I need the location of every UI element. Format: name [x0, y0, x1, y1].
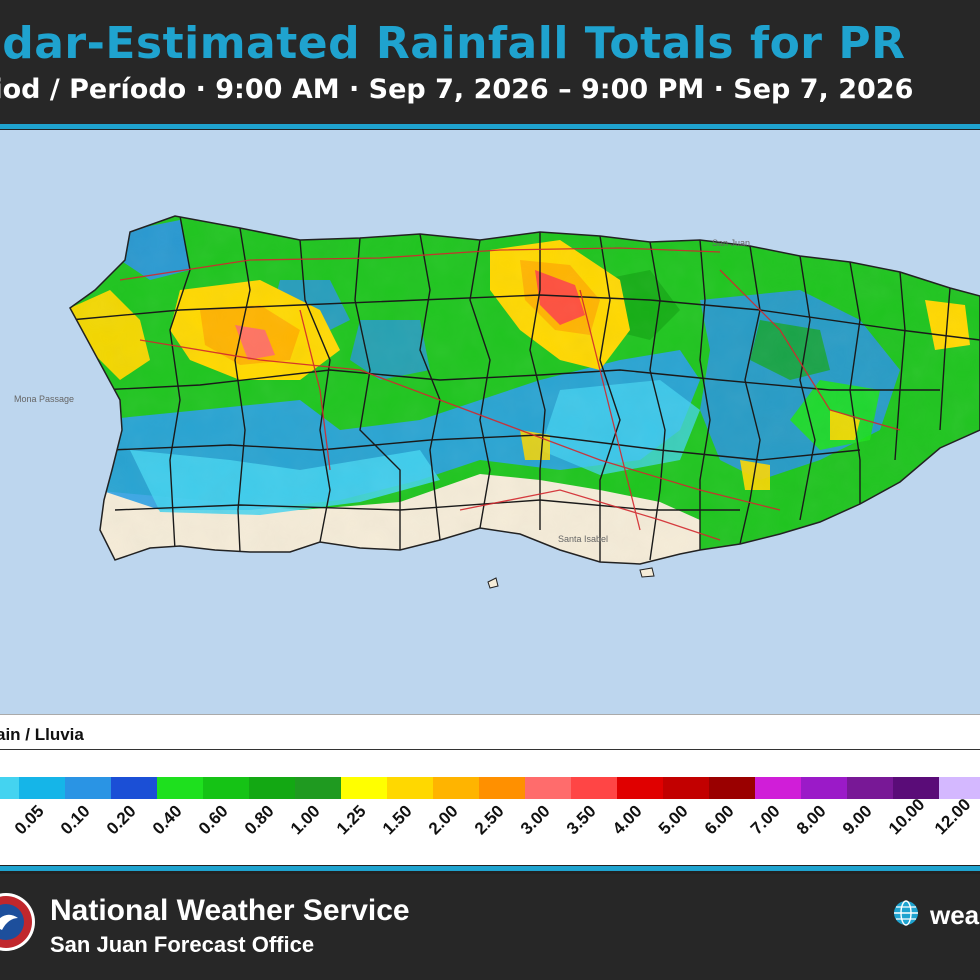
- legend-tick-label: 0.10: [56, 801, 94, 839]
- legend-tick-label: 8.00: [792, 801, 830, 839]
- legend-tick-label: 5.00: [654, 801, 692, 839]
- legend-swatch: [479, 777, 525, 799]
- legend-swatch: [111, 777, 157, 799]
- globe-icon: [894, 900, 918, 926]
- legend-swatch: [755, 777, 801, 799]
- label-mona-passage: Mona Passage: [14, 394, 75, 404]
- caja-de-muertos-island: [487, 577, 499, 589]
- legend-tick-label: 12.00: [930, 794, 975, 839]
- south-cay: [639, 567, 655, 578]
- footer: National Weather Service San Juan Foreca…: [0, 874, 980, 980]
- legend: ain / Lluvia 0.01 0.050.100.200.400.600.8…: [0, 714, 980, 865]
- legend-tick-label: 7.00: [746, 801, 784, 839]
- legend-swatch: [0, 777, 19, 799]
- legend-divider: [0, 749, 980, 750]
- label-san-juan: San Juan: [712, 238, 751, 248]
- footer-website[interactable]: wea: [930, 900, 980, 930]
- header-divider: [0, 124, 980, 129]
- legend-swatch: [525, 777, 571, 799]
- legend-tick-label: 0.05: [10, 801, 48, 839]
- legend-tick-label: 1.00: [286, 801, 324, 839]
- legend-tick-label: 0.60: [194, 801, 232, 839]
- legend-swatch: [19, 777, 65, 799]
- legend-swatch: [617, 777, 663, 799]
- legend-tick-label: 0.01: [0, 801, 2, 839]
- legend-tick-label: 6.00: [700, 801, 738, 839]
- legend-swatch: [157, 777, 203, 799]
- legend-tick-label: 0.80: [240, 801, 278, 839]
- legend-swatch: [341, 777, 387, 799]
- legend-swatch: [801, 777, 847, 799]
- footer-office-name: San Juan Forecast Office: [50, 932, 315, 957]
- legend-title: ain / Lluvia: [0, 725, 84, 744]
- legend-swatch: [65, 777, 111, 799]
- roads: [119, 247, 901, 541]
- label-santa-isabel: Santa Isabel: [558, 534, 609, 544]
- legend-color-bar: [0, 763, 980, 799]
- puerto-rico-map: [0, 130, 980, 714]
- legend-tick-label: 10.00: [884, 794, 929, 839]
- legend-swatch: [939, 777, 980, 799]
- legend-tick-label: 0.40: [148, 801, 186, 839]
- footer-divider: [0, 866, 980, 871]
- legend-swatch: [893, 777, 939, 799]
- legend-swatch: [847, 777, 893, 799]
- legend-swatch: [571, 777, 617, 799]
- legend-tick-label: 1.50: [378, 801, 416, 839]
- legend-tick-label: 4.00: [608, 801, 646, 839]
- legend-swatch: [663, 777, 709, 799]
- map-area: San Juan Mona Passage Santa Isabel: [0, 130, 980, 714]
- map-title: adar-Estimated Rainfall Totals for PR: [0, 18, 906, 69]
- legend-swatch: [249, 777, 295, 799]
- legend-tick-label: 2.50: [470, 801, 508, 839]
- legend-swatch: [709, 777, 755, 799]
- period-subtitle: riod / Período · 9:00 AM · Sep 7, 2026 –…: [0, 74, 914, 105]
- footer-org-name: National Weather Service: [50, 894, 410, 927]
- legend-swatch: [203, 777, 249, 799]
- legend-swatch: [433, 777, 479, 799]
- legend-tick-label: 1.25: [332, 801, 370, 839]
- legend-tick-label: 2.00: [424, 801, 462, 839]
- legend-swatch: [387, 777, 433, 799]
- island-outline: [69, 215, 980, 565]
- municipal-boundaries: [70, 216, 980, 562]
- legend-tick-label: 0.20: [102, 801, 140, 839]
- header: adar-Estimated Rainfall Totals for PR ri…: [0, 0, 980, 124]
- legend-tick-label: 3.50: [562, 801, 600, 839]
- nws-logo-icon: [0, 893, 35, 951]
- legend-tick-label: 3.00: [516, 801, 554, 839]
- legend-swatch: [295, 777, 341, 799]
- legend-tick-label: 9.00: [838, 801, 876, 839]
